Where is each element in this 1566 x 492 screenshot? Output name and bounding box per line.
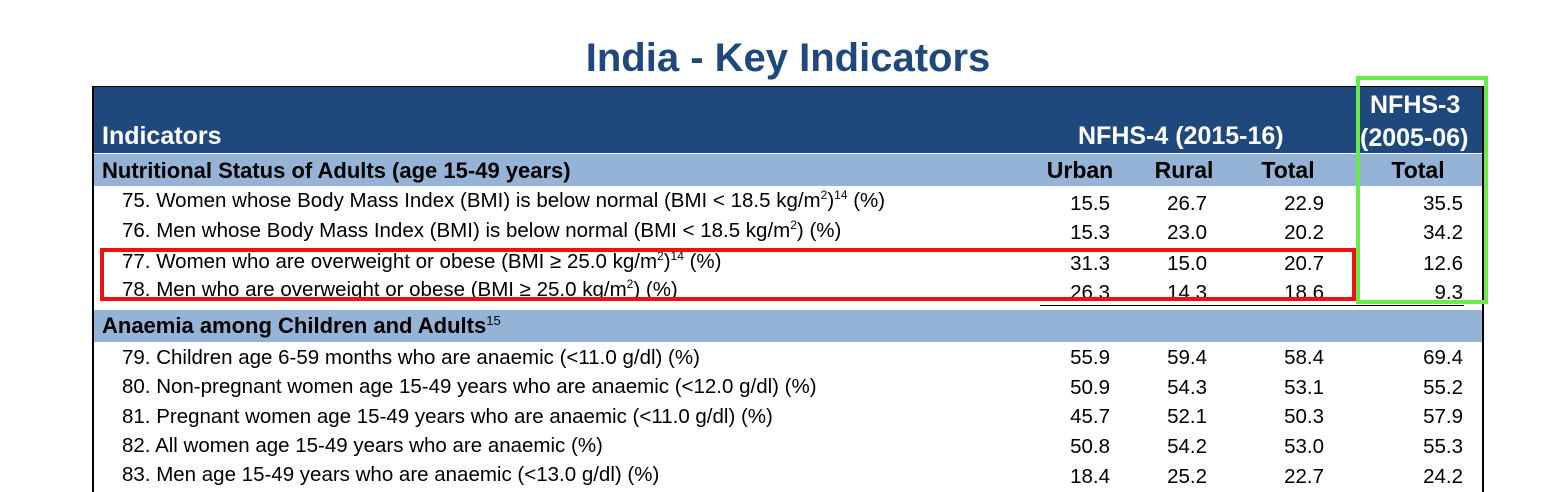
row-text: Children age 6-59 months who are anaemic… xyxy=(156,346,700,369)
nfhs4-header: NFHS-4 (2015-16) xyxy=(1078,122,1284,150)
row-text: All women age 15-49 years who are anaemi… xyxy=(155,434,603,457)
indicators-header: Indicators xyxy=(102,122,222,150)
cell-urban: 15.5 xyxy=(1070,192,1110,215)
nfhs3-header-line2: (2005-06) xyxy=(1360,124,1469,152)
table-row-82: 82. All women age 15-49 years who are an… xyxy=(122,434,603,458)
cell-nfhs3-total: 55.3 xyxy=(1423,435,1463,458)
table-frame xyxy=(92,86,1484,492)
cell-nfhs3-total: 9.3 xyxy=(1434,281,1464,304)
table-row-78: 78. Men who are overweight or obese (BMI… xyxy=(122,277,678,302)
cell-rural: 25.2 xyxy=(1167,465,1207,488)
cell-total: 53.0 xyxy=(1284,435,1324,458)
row-superscript: 2 xyxy=(626,277,634,291)
cell-urban: 45.7 xyxy=(1070,405,1110,428)
table-row-79: 79. Children age 6-59 months who are ana… xyxy=(122,346,700,370)
row-footnote: 14 xyxy=(670,249,684,263)
row-superscript: 2 xyxy=(820,188,828,202)
table-row-76: 76. Men whose Body Mass Index (BMI) is b… xyxy=(122,218,842,243)
row-text: ) xyxy=(827,189,835,212)
row-number: 78. xyxy=(122,278,151,301)
cell-nfhs3-total: 24.2 xyxy=(1423,465,1463,488)
row-text: (%) xyxy=(683,250,722,273)
cell-rural: 54.2 xyxy=(1167,435,1207,458)
section-title-nutrition: Nutritional Status of Adults (age 15-49 … xyxy=(102,158,571,184)
row-text: Non-pregnant women age 15-49 years who a… xyxy=(156,375,817,398)
cell-urban: 15.3 xyxy=(1070,221,1110,244)
cell-nfhs3-total: 69.4 xyxy=(1423,346,1463,369)
row-text: Women whose Body Mass Index (BMI) is bel… xyxy=(156,189,821,212)
row-number: 80. xyxy=(122,375,151,398)
cell-nfhs3-total: 34.2 xyxy=(1423,221,1463,244)
section-band-anaemia xyxy=(92,310,1484,342)
section-title-text: Anaemia among Children and Adults xyxy=(102,313,487,338)
row-number: 77. xyxy=(122,250,151,273)
col-header-total: Total xyxy=(1261,157,1315,183)
col-header-rural: Rural xyxy=(1154,157,1214,183)
page-title: India - Key Indicators xyxy=(585,36,991,80)
cell-rural: 15.0 xyxy=(1167,252,1207,275)
cell-rural: 23.0 xyxy=(1167,221,1207,244)
col-header-total-nfhs3: Total xyxy=(1391,157,1445,183)
cell-rural: 59.4 xyxy=(1167,346,1207,369)
row-text: Men age 15-49 years who are anaemic (<13… xyxy=(156,463,660,486)
row-superscript: 2 xyxy=(790,218,797,232)
cell-urban: 31.3 xyxy=(1070,252,1110,275)
row-number: 83. xyxy=(122,463,151,486)
row-superscript: 2 xyxy=(657,249,664,263)
cell-rural: 26.7 xyxy=(1167,192,1207,215)
cell-total: 22.7 xyxy=(1284,465,1324,488)
row-number: 75. xyxy=(122,189,151,212)
table-header xyxy=(92,86,1484,153)
nfhs3-header-line1: NFHS-3 xyxy=(1370,91,1461,119)
cell-rural: 52.1 xyxy=(1167,405,1207,428)
red-highlight-box xyxy=(100,248,1356,301)
row-number: 81. xyxy=(122,405,151,428)
cell-nfhs3-total: 55.2 xyxy=(1423,376,1463,399)
section-title-anaemia: Anaemia among Children and Adults15 xyxy=(102,313,501,339)
row-text: Pregnant women age 15-49 years who are a… xyxy=(156,405,773,428)
cell-total: 22.9 xyxy=(1284,192,1324,215)
row-text: ) (%) xyxy=(633,278,678,301)
section-footnote: 15 xyxy=(486,313,501,328)
col-header-urban: Urban xyxy=(1046,157,1114,183)
section-title-text: Nutritional Status of Adults (age 15-49 … xyxy=(102,158,571,183)
row-text: Men who are overweight or obese (BMI ≥ 2… xyxy=(156,278,627,301)
row-text: ) (%) xyxy=(796,219,842,242)
table-row-75: 75. Women whose Body Mass Index (BMI) is… xyxy=(122,188,886,213)
cell-total: 20.7 xyxy=(1284,252,1324,275)
row-text: (%) xyxy=(847,189,886,212)
table-row-83: 83. Men age 15-49 years who are anaemic … xyxy=(122,463,659,487)
cell-total: 50.3 xyxy=(1284,405,1324,428)
row-number: 76. xyxy=(122,219,151,242)
cell-total: 53.1 xyxy=(1284,376,1324,399)
row-text: Women who are overweight or obese (BMI ≥… xyxy=(156,250,658,273)
table-row-80: 80. Non-pregnant women age 15-49 years w… xyxy=(122,375,817,399)
row-footnote: 14 xyxy=(834,188,848,202)
green-highlight-box xyxy=(1356,76,1488,304)
row-divider xyxy=(1040,305,1464,306)
cell-rural: 54.3 xyxy=(1167,376,1207,399)
section-band-nutrition xyxy=(92,154,1484,186)
row-number: 82. xyxy=(122,434,151,457)
cell-urban: 50.9 xyxy=(1070,376,1110,399)
cell-nfhs3-total: 57.9 xyxy=(1423,405,1463,428)
cell-urban: 18.4 xyxy=(1070,465,1110,488)
row-text: Men whose Body Mass Index (BMI) is below… xyxy=(156,219,791,242)
row-text: ) xyxy=(663,250,671,273)
cell-total: 20.2 xyxy=(1284,221,1324,244)
row-number: 79. xyxy=(122,346,151,369)
cell-total: 58.4 xyxy=(1284,346,1324,369)
cell-nfhs3-total: 12.6 xyxy=(1423,252,1463,275)
cell-urban: 55.9 xyxy=(1070,346,1110,369)
cell-nfhs3-total: 35.5 xyxy=(1423,192,1463,215)
cell-urban: 50.8 xyxy=(1070,435,1110,458)
table-row-77: 77. Women who are overweight or obese (B… xyxy=(122,249,722,274)
table-row-81: 81. Pregnant women age 15-49 years who a… xyxy=(122,405,773,429)
